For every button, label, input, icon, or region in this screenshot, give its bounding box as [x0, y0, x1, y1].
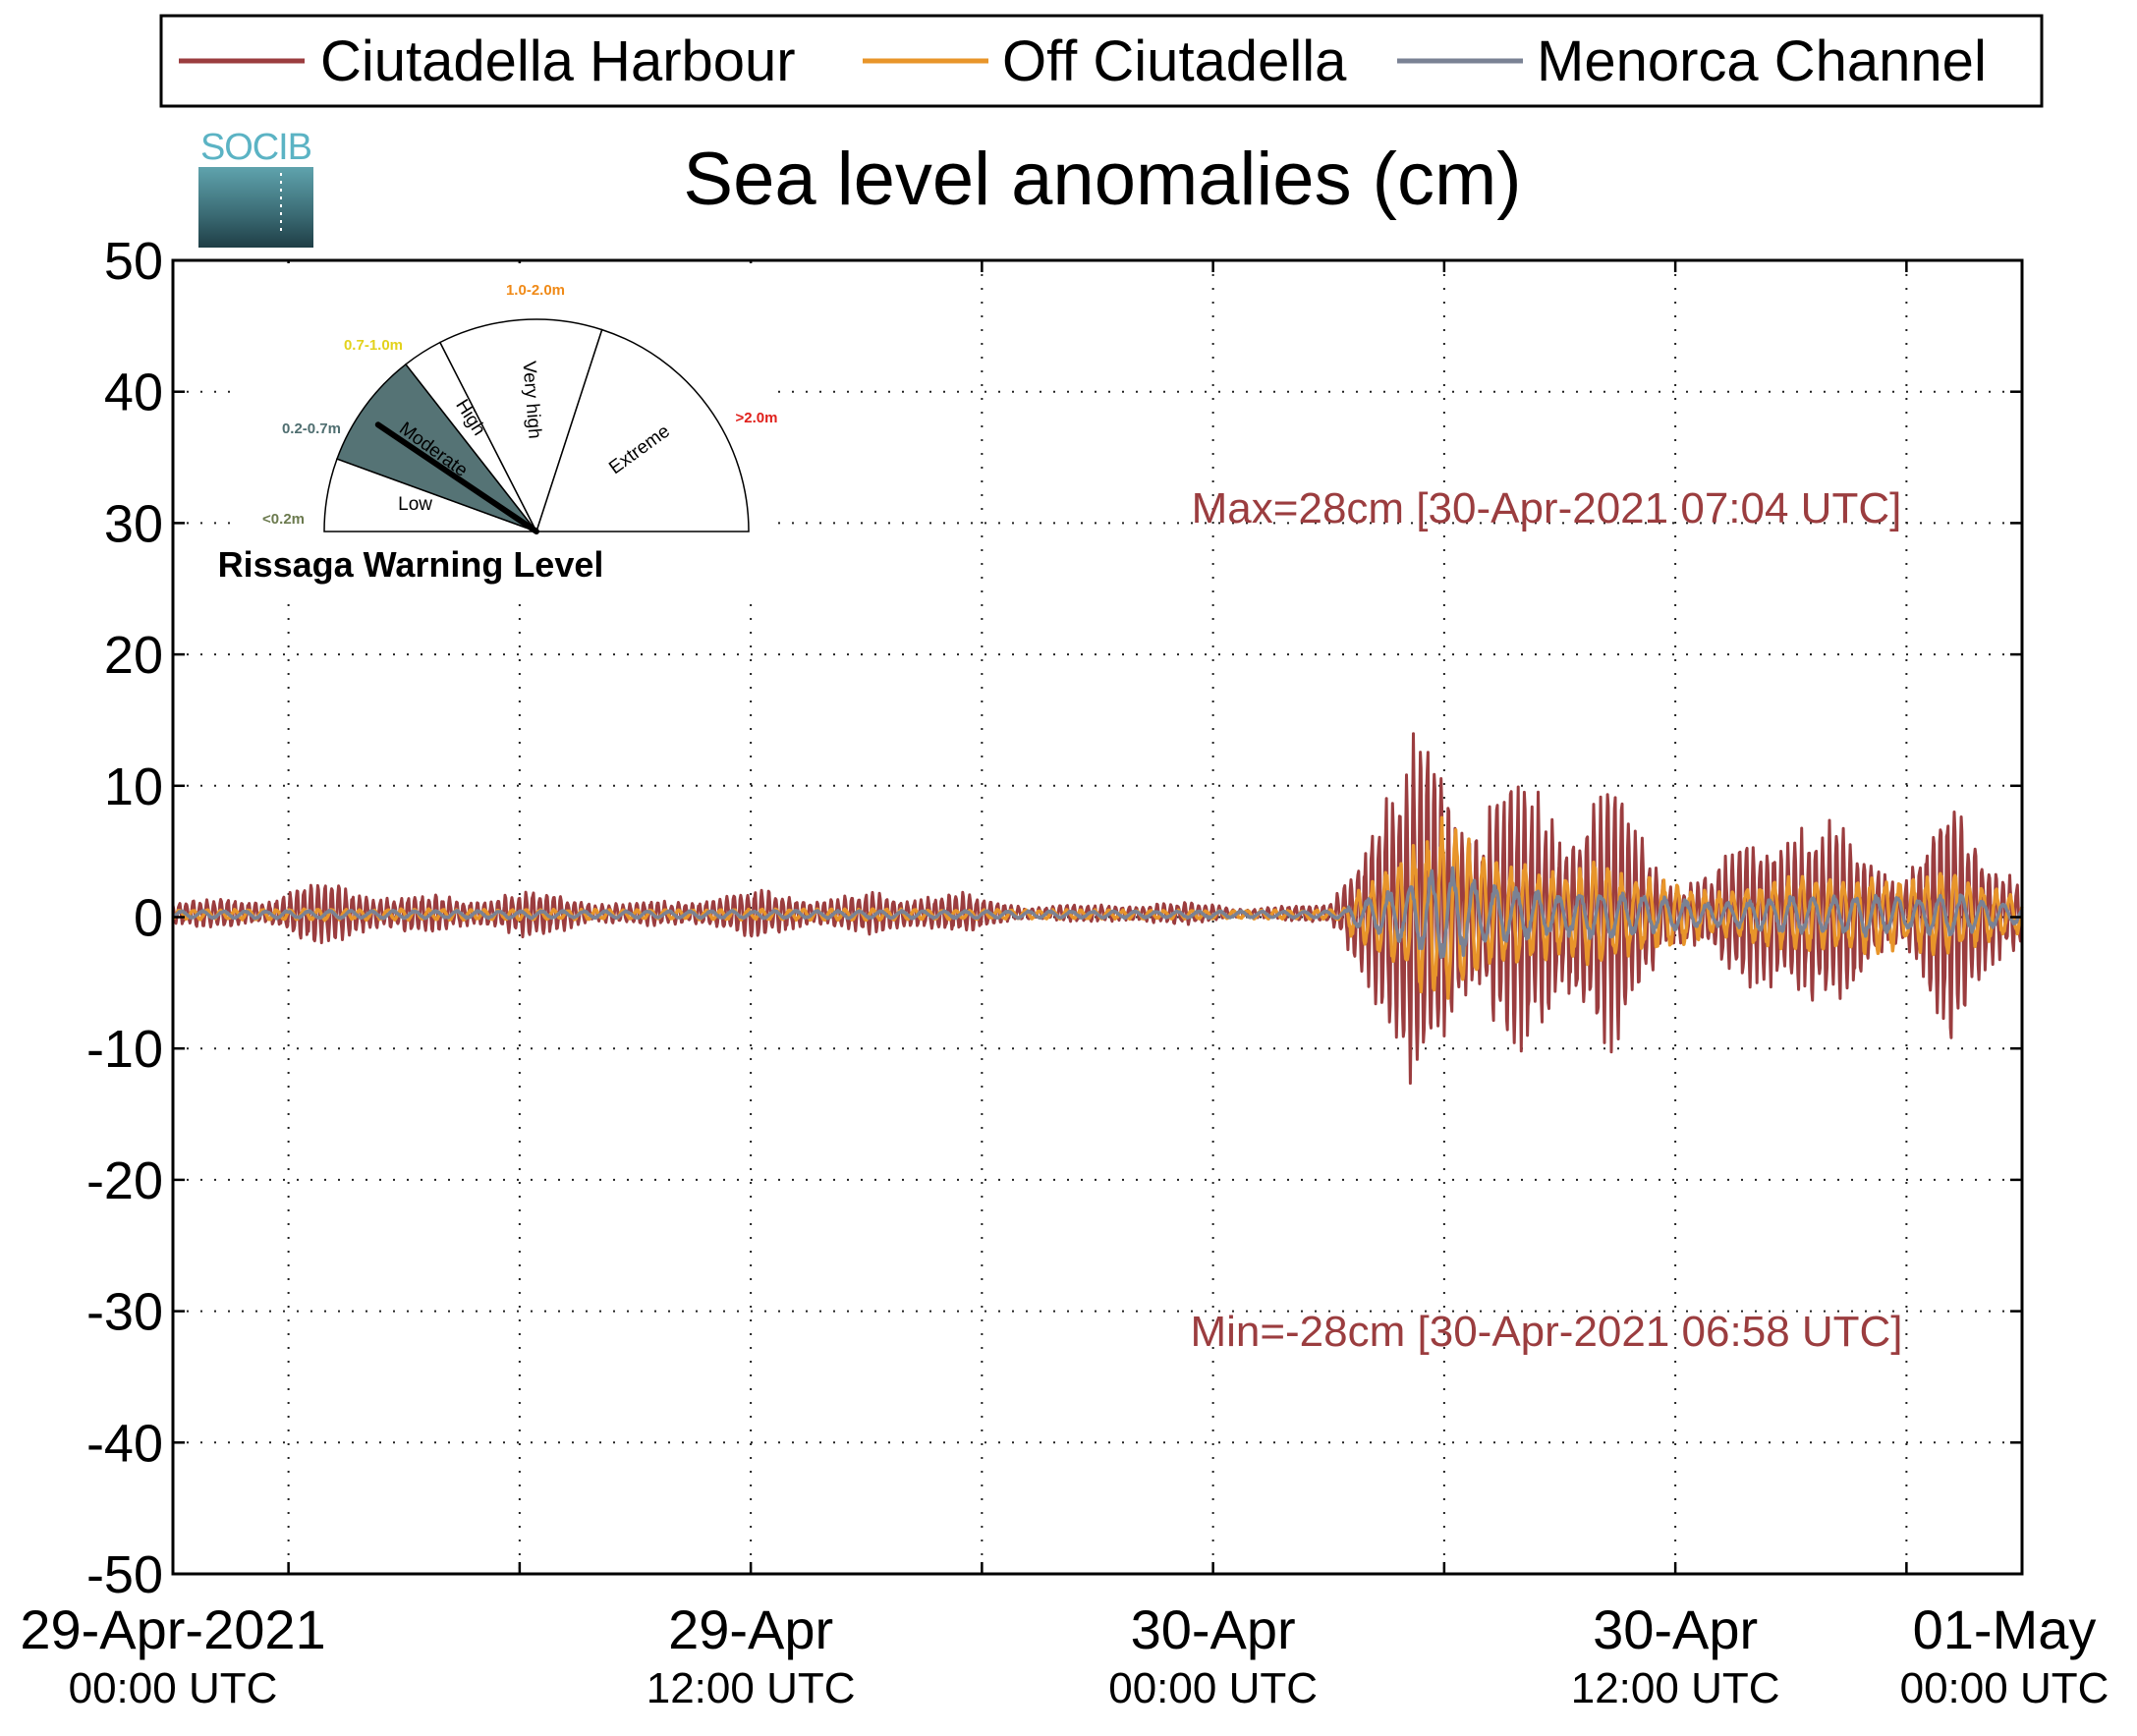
socib-logo: SOCIB: [198, 127, 313, 248]
legend: Ciutadella Harbour Off Ciutadella Menorc…: [159, 14, 2044, 108]
series-line-menorca-channel: [172, 866, 2024, 960]
gauge-range-low: <0.2m: [262, 511, 305, 528]
y-tick-label: -50: [86, 1545, 163, 1604]
x-tick-label-date: 29-Apr-2021: [20, 1598, 325, 1660]
y-axis-tick-labels: 50 40 30 20 10 0 -10 -20 -30 -40 -50: [86, 232, 163, 1604]
y-tick-label: -20: [86, 1151, 163, 1210]
y-tick-label: -10: [86, 1020, 163, 1079]
gauge-needle: [374, 421, 539, 534]
x-tick-label-date: 01-May: [1913, 1598, 2097, 1660]
gauge-wedge-very-high: [438, 318, 603, 533]
legend-box: [159, 14, 2044, 108]
rissaga-warning-gauge: Low Moderate High Very high Extreme <0.2…: [218, 263, 778, 593]
y-tick-label: -40: [86, 1414, 163, 1473]
y-tick-label: 20: [104, 626, 163, 685]
x-tick-label-time: 12:00 UTC: [647, 1664, 856, 1712]
min-annotation: Min=-28cm [30-Apr-2021 06:58 UTC]: [1190, 1308, 1902, 1356]
y-tick-label: -30: [86, 1283, 163, 1342]
legend-label-ciutadella-harbour: Ciutadella Harbour: [320, 29, 796, 93]
y-tick-label: 0: [134, 889, 163, 948]
x-tick-label-time: 00:00 UTC: [1900, 1664, 2109, 1712]
gauge-range-extreme: >2.0m: [736, 410, 778, 426]
y-tick-label: 50: [104, 232, 163, 291]
gauge-title: Rissaga Warning Level: [218, 544, 604, 585]
max-annotation: Max=28cm [30-Apr-2021 07:04 UTC]: [1192, 484, 1902, 532]
y-tick-label: 10: [104, 757, 163, 816]
chart-title: Sea level anomalies (cm): [683, 138, 1521, 221]
x-tick-label-date: 30-Apr: [1593, 1598, 1758, 1660]
axis-ticks: [173, 258, 2022, 1576]
x-tick-label-date: 29-Apr: [668, 1598, 833, 1660]
y-tick-label: 40: [104, 364, 163, 422]
legend-label-menorca-channel: Menorca Channel: [1537, 29, 1987, 93]
y-tick-label: 30: [104, 494, 163, 553]
x-tick-label-time: 00:00 UTC: [1108, 1664, 1318, 1712]
gauge-range-very-high: 1.0-2.0m: [506, 282, 565, 299]
x-tick-label-date: 30-Apr: [1131, 1598, 1296, 1660]
x-tick-label-time: 00:00 UTC: [69, 1664, 278, 1712]
gauge-wedge-moderate: [336, 363, 539, 533]
x-tick-label-time: 12:00 UTC: [1571, 1664, 1780, 1712]
gauge-label-low: Low: [398, 494, 432, 515]
gauge-wedge-extreme: [534, 328, 750, 532]
gauge-range-moderate: 0.2-0.7m: [282, 420, 341, 437]
socib-logo-text: SOCIB: [200, 127, 312, 168]
legend-label-off-ciutadella: Off Ciutadella: [1002, 29, 1347, 93]
gauge-range-high: 0.7-1.0m: [344, 337, 403, 354]
socib-logo-wave: [198, 167, 313, 248]
series-layer: [171, 732, 2024, 1086]
